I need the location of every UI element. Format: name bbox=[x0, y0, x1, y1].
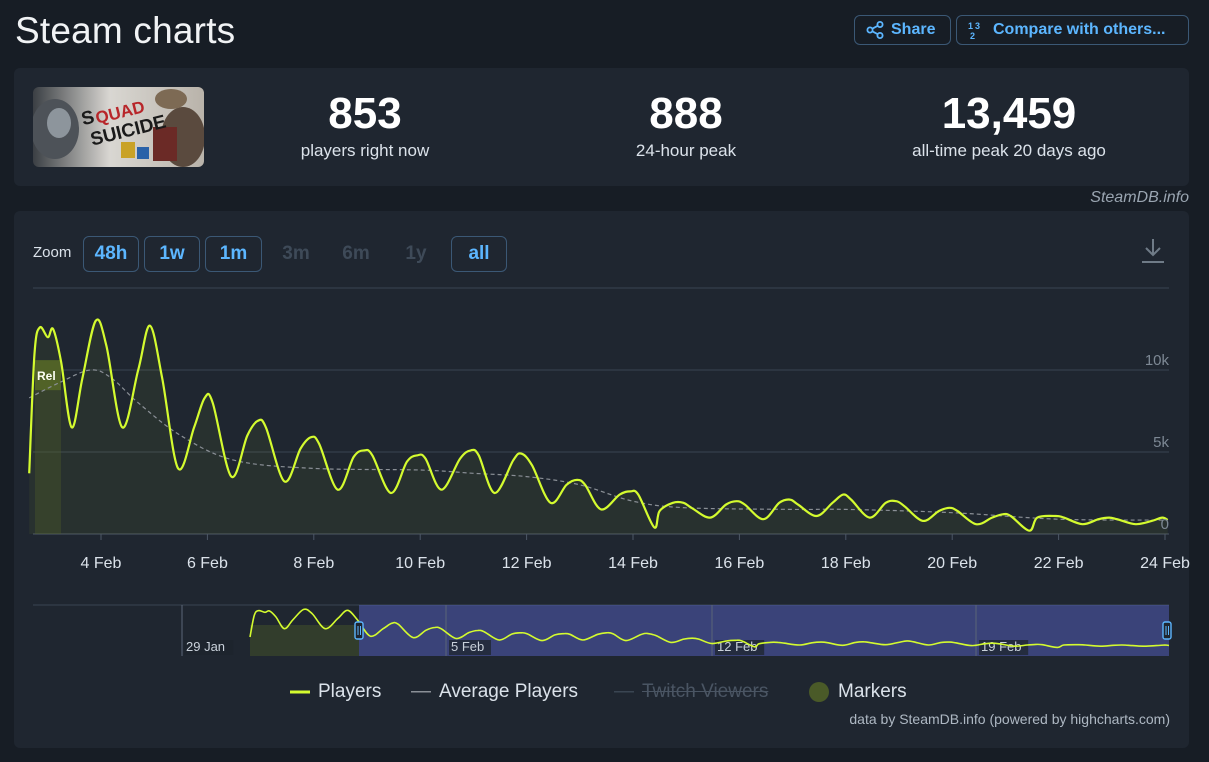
x-tick-label: 18 Feb bbox=[821, 555, 871, 572]
release-marker-label: Rel bbox=[37, 369, 56, 383]
stat-players-now: 853 players right now bbox=[279, 88, 451, 162]
stat-24h-peak: 888 24-hour peak bbox=[600, 88, 772, 162]
y-tick-label: 10k bbox=[1145, 352, 1170, 369]
svg-text:3: 3 bbox=[975, 21, 980, 31]
navigator-right-handle bbox=[1162, 621, 1172, 640]
legend-average-players[interactable]: Average Players bbox=[411, 681, 578, 703]
x-tick-label: 4 Feb bbox=[81, 555, 122, 572]
zoom-label: Zoom bbox=[33, 244, 72, 261]
zoom-1m-button[interactable]: 1m bbox=[205, 236, 262, 272]
navigator-label-bg bbox=[184, 640, 234, 655]
download-icon[interactable] bbox=[1141, 238, 1165, 264]
legend-players[interactable]: Players bbox=[290, 681, 381, 703]
legend-players-swatch bbox=[290, 690, 310, 694]
players-area bbox=[29, 319, 1168, 534]
y-tick-label: 0 bbox=[1161, 516, 1169, 533]
stat-alltime-peak-value: 13,459 bbox=[941, 89, 1077, 138]
stat-24h-peak-label: 24-hour peak bbox=[635, 141, 737, 160]
stat-24h-peak-value: 888 bbox=[649, 89, 723, 138]
data-credit[interactable]: data by SteamDB.info (powered by highcha… bbox=[849, 711, 1170, 727]
share-button[interactable]: Share bbox=[854, 15, 951, 45]
navigator-players-line bbox=[249, 608, 1170, 649]
x-tick-label: 24 Feb bbox=[1140, 555, 1190, 572]
average-players-line bbox=[28, 369, 1168, 521]
zoom-3m-button[interactable]: 3m bbox=[282, 243, 310, 264]
x-tick-label: 10 Feb bbox=[395, 555, 445, 572]
zoom-1y-button[interactable]: 1y bbox=[405, 243, 427, 264]
legend-markers-swatch bbox=[809, 682, 829, 702]
legend-average-label: Average Players bbox=[439, 681, 579, 702]
x-tick-label: 16 Feb bbox=[714, 555, 764, 572]
zoom-1w-button[interactable]: 1w bbox=[144, 236, 200, 272]
x-tick-label: 8 Feb bbox=[293, 555, 334, 572]
stat-players-now-label: players right now bbox=[300, 141, 430, 160]
y-tick-label: 5k bbox=[1153, 434, 1169, 451]
zoom-48h-button[interactable]: 48h bbox=[83, 236, 139, 272]
page-title: Steam charts bbox=[15, 10, 236, 51]
svg-text:1: 1 bbox=[968, 21, 973, 31]
navigator-marker-band bbox=[250, 625, 359, 656]
legend-twitch-swatch bbox=[614, 691, 634, 693]
game-art-image: S QUAD SUICIDE bbox=[33, 87, 204, 167]
stat-alltime-peak-label: all-time peak 20 days ago bbox=[912, 141, 1106, 160]
x-tick-label: 20 Feb bbox=[927, 555, 977, 572]
stat-alltime-peak[interactable]: 13,459 all-time peak 20 days ago bbox=[883, 88, 1135, 162]
zoom-6m-button[interactable]: 6m bbox=[342, 243, 370, 264]
players-line bbox=[28, 318, 1169, 532]
stats-card: S QUAD SUICIDE 853 players right now 888… bbox=[14, 68, 1189, 186]
legend-twitch-viewers[interactable]: Twitch Viewers bbox=[614, 681, 768, 703]
chart-card: Zoom 48h 1w 1m 3m 6m 1y all Players Aver… bbox=[14, 211, 1189, 748]
steamdb-credit[interactable]: SteamDB.info bbox=[1090, 189, 1189, 206]
zoom-all-button[interactable]: all bbox=[451, 236, 507, 272]
compare-label: Compare with others... bbox=[993, 21, 1166, 38]
navigator-label-bg bbox=[715, 640, 765, 655]
x-tick-label: 14 Feb bbox=[608, 555, 658, 572]
compare-button[interactable]: 1 3 2 Compare with others... bbox=[956, 15, 1189, 45]
x-tick-label: 12 Feb bbox=[502, 555, 552, 572]
game-thumbnail[interactable]: S QUAD SUICIDE bbox=[33, 87, 204, 167]
navigator-date-label: 5 Feb bbox=[451, 639, 484, 654]
legend-twitch-label: Twitch Viewers bbox=[642, 681, 769, 702]
svg-text:2: 2 bbox=[970, 31, 975, 40]
share-icon bbox=[866, 21, 884, 39]
x-tick-label: 22 Feb bbox=[1034, 555, 1084, 572]
legend-markers[interactable]: Markers bbox=[808, 681, 907, 703]
x-tick-label: 6 Feb bbox=[187, 555, 228, 572]
stat-players-now-value: 853 bbox=[328, 89, 402, 138]
navigator-label-bg bbox=[449, 640, 491, 655]
navigator-left-handle bbox=[354, 621, 364, 640]
numbers-icon: 1 3 2 bbox=[968, 21, 980, 40]
release-marker-badge bbox=[35, 360, 61, 391]
share-label: Share bbox=[891, 21, 936, 38]
navigator-date-label: 29 Jan bbox=[186, 639, 225, 654]
legend-markers-label: Markers bbox=[838, 681, 907, 702]
svg-text:S: S bbox=[79, 107, 96, 130]
legend-average-swatch bbox=[411, 691, 431, 693]
legend-players-label: Players bbox=[318, 681, 382, 702]
